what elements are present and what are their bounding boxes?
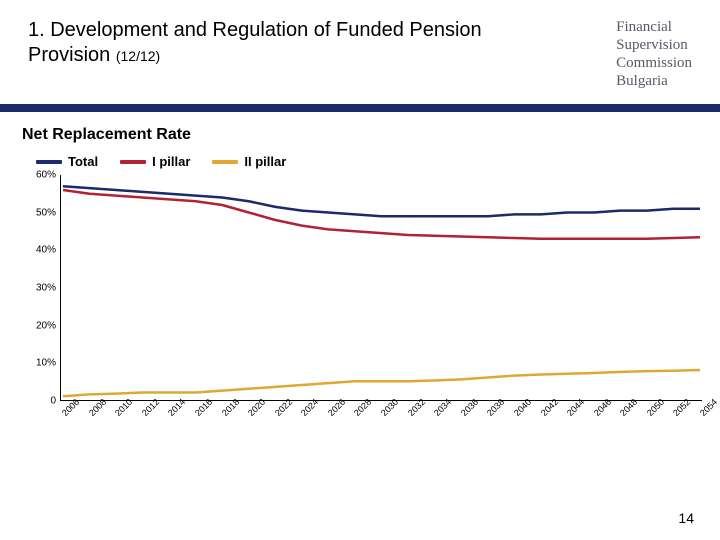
- y-tick-label: 30%: [20, 283, 56, 294]
- chart-series-line: [63, 190, 700, 239]
- org-line: Commission: [616, 54, 692, 72]
- y-tick-label: 0: [20, 396, 56, 407]
- y-tick-label: 10%: [20, 358, 56, 369]
- chart-legend: Total I pillar II pillar: [0, 154, 720, 169]
- y-tick-label: 60%: [20, 170, 56, 181]
- chart-series-line: [63, 186, 700, 216]
- legend-label: II pillar: [244, 154, 286, 169]
- title-block: 1. Development and Regulation of Funded …: [28, 18, 508, 68]
- page-number: 14: [678, 510, 694, 526]
- page-title: 1. Development and Regulation of Funded …: [28, 18, 508, 68]
- section-title: Net Replacement Rate: [0, 112, 720, 154]
- y-tick-label: 40%: [20, 245, 56, 256]
- title-sub: (12/12): [116, 48, 160, 64]
- legend-item-pillar2: II pillar: [212, 154, 286, 169]
- chart-lines: [61, 175, 702, 400]
- legend-item-pillar1: I pillar: [120, 154, 190, 169]
- legend-swatch-icon: [36, 160, 62, 164]
- divider-bar: [0, 104, 720, 112]
- org-name: Financial Supervision Commission Bulgari…: [616, 18, 692, 90]
- title-main: 1. Development and Regulation of Funded …: [28, 19, 482, 66]
- y-tick-label: 50%: [20, 207, 56, 218]
- legend-item-total: Total: [36, 154, 98, 169]
- org-line: Bulgaria: [616, 72, 692, 90]
- legend-label: Total: [68, 154, 98, 169]
- chart-series-line: [63, 370, 700, 396]
- legend-swatch-icon: [212, 160, 238, 164]
- chart-plot-area: [60, 175, 702, 401]
- org-line: Supervision: [616, 36, 692, 54]
- legend-label: I pillar: [152, 154, 190, 169]
- legend-swatch-icon: [120, 160, 146, 164]
- line-chart: 010%20%30%40%50%60%200620082010201220142…: [20, 175, 702, 435]
- org-line: Financial: [616, 18, 692, 36]
- y-tick-label: 20%: [20, 320, 56, 331]
